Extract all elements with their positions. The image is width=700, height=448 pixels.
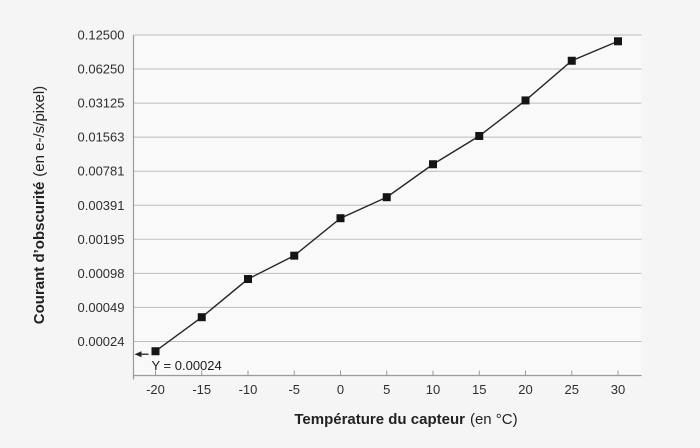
y-tick-label: 0.00781 [78, 164, 125, 179]
x-axis-title: Température du capteur (en °C) [294, 411, 517, 428]
y-tick-label: 0.00391 [78, 198, 125, 213]
y-tick-label: 0.06250 [78, 62, 125, 77]
y-tick-label: 0.03125 [78, 96, 125, 111]
data-point-marker [567, 56, 576, 65]
data-point-marker [475, 131, 484, 140]
y-tick-label: 0.00098 [78, 266, 125, 281]
data-point-marker [521, 96, 530, 105]
data-point-marker [382, 193, 391, 202]
y-tick-label: 0.00195 [78, 232, 125, 247]
gridlines-layer [133, 34, 642, 342]
x-tick-label: 0 [337, 382, 344, 397]
x-tick-label: -20 [146, 382, 165, 397]
data-point-marker [290, 251, 299, 260]
y-tick-label: 0.12500 [78, 28, 125, 43]
x-tick-label: -15 [192, 382, 211, 397]
tick-labels-layer: 0.12500 0.06250 0.03125 0.01563 0.00781 0.003… [78, 28, 626, 398]
axes-layer [132, 35, 642, 380]
data-point-marker [244, 275, 252, 284]
y-tick-label: 0.00024 [78, 334, 125, 349]
x-tick-label: 20 [518, 382, 532, 397]
x-tick-label: 15 [472, 382, 486, 397]
data-point-marker [197, 313, 206, 322]
x-tick-label: 10 [426, 382, 440, 397]
x-tick-label: 30 [611, 382, 625, 397]
data-point-marker [336, 214, 345, 223]
data-point-marker [614, 37, 622, 46]
x-tick-label: -10 [239, 382, 258, 397]
y-tick-label: 0.00049 [78, 300, 125, 315]
annotation-label: Y = 0.00024 [152, 358, 222, 373]
data-point-marker [429, 160, 437, 169]
series-layer [151, 37, 622, 356]
x-tick-label: 5 [383, 382, 390, 397]
x-tick-label: -5 [288, 382, 300, 397]
annotation-arrowhead-icon [134, 351, 142, 358]
y-tick-label: 0.01563 [78, 130, 125, 145]
x-tick-label: 25 [565, 382, 579, 397]
data-point-marker [151, 347, 160, 356]
annotation-layer: Y = 0.00024 [134, 351, 222, 373]
y-axis-title: Courant d’obscurité(en e-/s/pixel) [31, 86, 48, 324]
